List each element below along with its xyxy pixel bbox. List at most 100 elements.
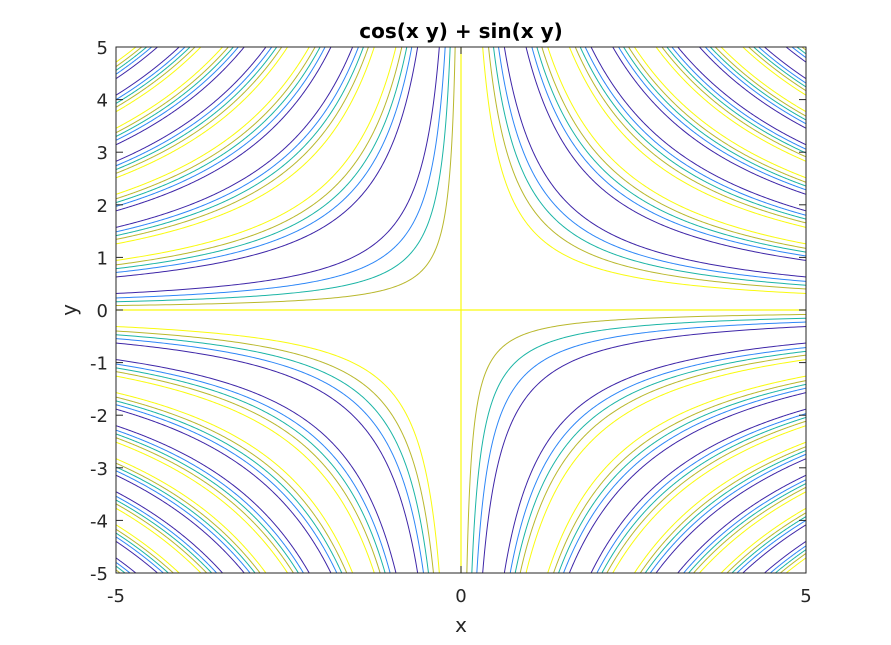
contour-level-2-branch-3-left <box>116 47 364 237</box>
contour-level-2-branch-1-right <box>731 516 806 573</box>
y-tick-label-3: -2 <box>90 406 108 427</box>
contour-level-3-branch-3-right <box>553 380 806 573</box>
contour-level-0-branch-3-right <box>568 392 806 573</box>
contour-level-4-branch-6-right <box>633 47 806 179</box>
contour-level-3-branch-6-right <box>627 47 806 183</box>
contour-level-0-branch-14-right <box>590 47 806 212</box>
contour-level-3-branch-9-left <box>116 47 143 67</box>
contour-level-2-branch-13-right <box>493 47 806 286</box>
contour-level-0-branch-7-left <box>116 491 224 573</box>
contour-level-3-branch-11-left <box>116 47 316 200</box>
contour-level-1-branch-16-right <box>757 47 806 84</box>
contour-level-2-branch-2-right <box>644 449 806 573</box>
contour-level-2-branch-5-left <box>116 367 386 573</box>
contour-level-3-branch-13-right <box>488 47 806 290</box>
contour-level-2-branch-15-right <box>666 47 806 154</box>
y-axis-label: y <box>57 304 81 316</box>
x-tick-label-1: 0 <box>455 586 466 607</box>
contour-level-4-branch-16-left <box>116 524 180 573</box>
contour-level-0-branch-11-right <box>590 408 806 573</box>
contour-level-3-branch-15-right <box>661 47 806 158</box>
contour-lines <box>116 47 806 573</box>
contour-level-1-branch-10-right <box>682 479 806 573</box>
contour-level-4-branch-11-right <box>612 425 806 573</box>
y-tick-label-9: 4 <box>97 91 108 112</box>
contour-level-0-branch-9-left <box>116 47 159 80</box>
contour-level-4-branch-10-left <box>116 47 224 129</box>
contour-level-3-branch-4-left <box>116 47 456 307</box>
chart-title: cos(x y) + sin(x y) <box>359 19 563 43</box>
x-tick-label-2: 5 <box>800 586 811 607</box>
contour-level-2-branch-9-left <box>116 47 148 71</box>
contour-level-1-branch-8-right <box>791 47 806 59</box>
contour-level-1-branch-3-right <box>562 387 806 573</box>
contour-level-2-branch-4-right <box>471 317 806 573</box>
contour-level-1-branch-4-left <box>116 47 446 299</box>
contour-level-1-branch-2-right <box>649 453 806 573</box>
contour-level-2-branch-16-right <box>752 47 806 88</box>
contour-level-0-branch-10-right <box>677 474 806 573</box>
contour-level-0-branch-13-left <box>116 342 419 573</box>
contour-level-0-branch-8-left <box>116 557 137 573</box>
contour-level-3-branch-14-right <box>574 47 806 224</box>
contour-level-0-branch-15-right <box>677 47 806 146</box>
contour-level-1-branch-8-left <box>116 561 131 573</box>
contour-level-0-branch-14-left <box>116 408 332 573</box>
contour-level-1-branch-1-left <box>116 47 186 101</box>
contour-level-1-branch-10-left <box>116 47 240 141</box>
y-tick-label-4: -1 <box>90 354 108 375</box>
contour-level-2-branch-5-right <box>536 47 806 253</box>
contour-level-4-branch-13-right <box>482 47 806 294</box>
contour-level-2-branch-8-right <box>796 47 806 55</box>
contour-level-1-branch-16-left <box>116 536 165 573</box>
contour-level-4-branch-10-right <box>698 491 806 573</box>
contour-level-1-branch-1-right <box>736 519 806 573</box>
contour-level-2-branch-11-right <box>601 416 806 573</box>
contour-level-3-branch-8-left <box>116 569 121 573</box>
contour-level-4-branch-12-left <box>116 47 397 261</box>
contour-level-2-branch-1-left <box>116 47 191 104</box>
contour-level-0-branch-15-left <box>116 474 245 573</box>
contour-level-1-branch-12-left <box>116 47 413 273</box>
contour-level-4-branch-13-left <box>116 326 440 573</box>
contour-level-3-branch-14-left <box>116 396 348 573</box>
contour-level-4-branch-5-right <box>547 47 806 245</box>
contour-level-1-branch-11-left <box>116 47 326 207</box>
contour-level-0-branch-13-right <box>503 47 806 278</box>
contour-level-0-branch-6-right <box>612 47 806 195</box>
contour-level-3-branch-16-left <box>116 528 175 573</box>
contour-level-2-branch-8-left <box>116 565 126 573</box>
contour-level-3-branch-13-left <box>116 330 434 573</box>
contour-level-2-branch-4-left <box>116 47 451 303</box>
contour-level-4-branch-2-left <box>116 47 289 179</box>
contour-level-2-branch-12-left <box>116 47 408 270</box>
contour-level-0-branch-1-right <box>742 524 806 573</box>
contour-level-1-branch-15-left <box>116 470 251 573</box>
y-tick-label-7: 2 <box>97 196 108 217</box>
contour-level-3-branch-7-left <box>116 503 208 573</box>
contour-level-3-branch-15-left <box>116 462 261 573</box>
contour-level-2-branch-6-left <box>116 433 300 573</box>
contour-level-4-branch-15-left <box>116 458 267 573</box>
contour-level-1-branch-7-left <box>116 495 218 573</box>
contour-level-1-branch-13-right <box>497 47 806 282</box>
contour-level-1-branch-11-right <box>596 413 806 573</box>
contour-level-4-branch-1-right <box>720 507 806 573</box>
y-tick-label-5: 0 <box>97 301 108 322</box>
contour-level-3-branch-1-right <box>726 512 806 573</box>
contour-level-4-branch-15-right <box>655 47 806 162</box>
contour-level-3-branch-10-left <box>116 47 230 134</box>
contour-level-0-branch-5-right <box>525 47 806 261</box>
contour-level-1-branch-2-left <box>116 47 273 167</box>
contour-level-3-branch-2-right <box>639 446 806 573</box>
contour-level-4-branch-3-left <box>116 47 375 245</box>
contour-level-4-branch-14-right <box>568 47 806 228</box>
contour-level-4-branch-7-left <box>116 507 202 573</box>
contour-level-3-branch-2-left <box>116 47 283 174</box>
contour-level-1-branch-4-right <box>476 321 806 573</box>
contour-level-0-branch-12-left <box>116 47 419 278</box>
contour-level-4-branch-12-right <box>525 359 806 573</box>
contour-level-1-branch-6-left <box>116 429 304 573</box>
contour-level-2-branch-12-right <box>514 350 806 573</box>
